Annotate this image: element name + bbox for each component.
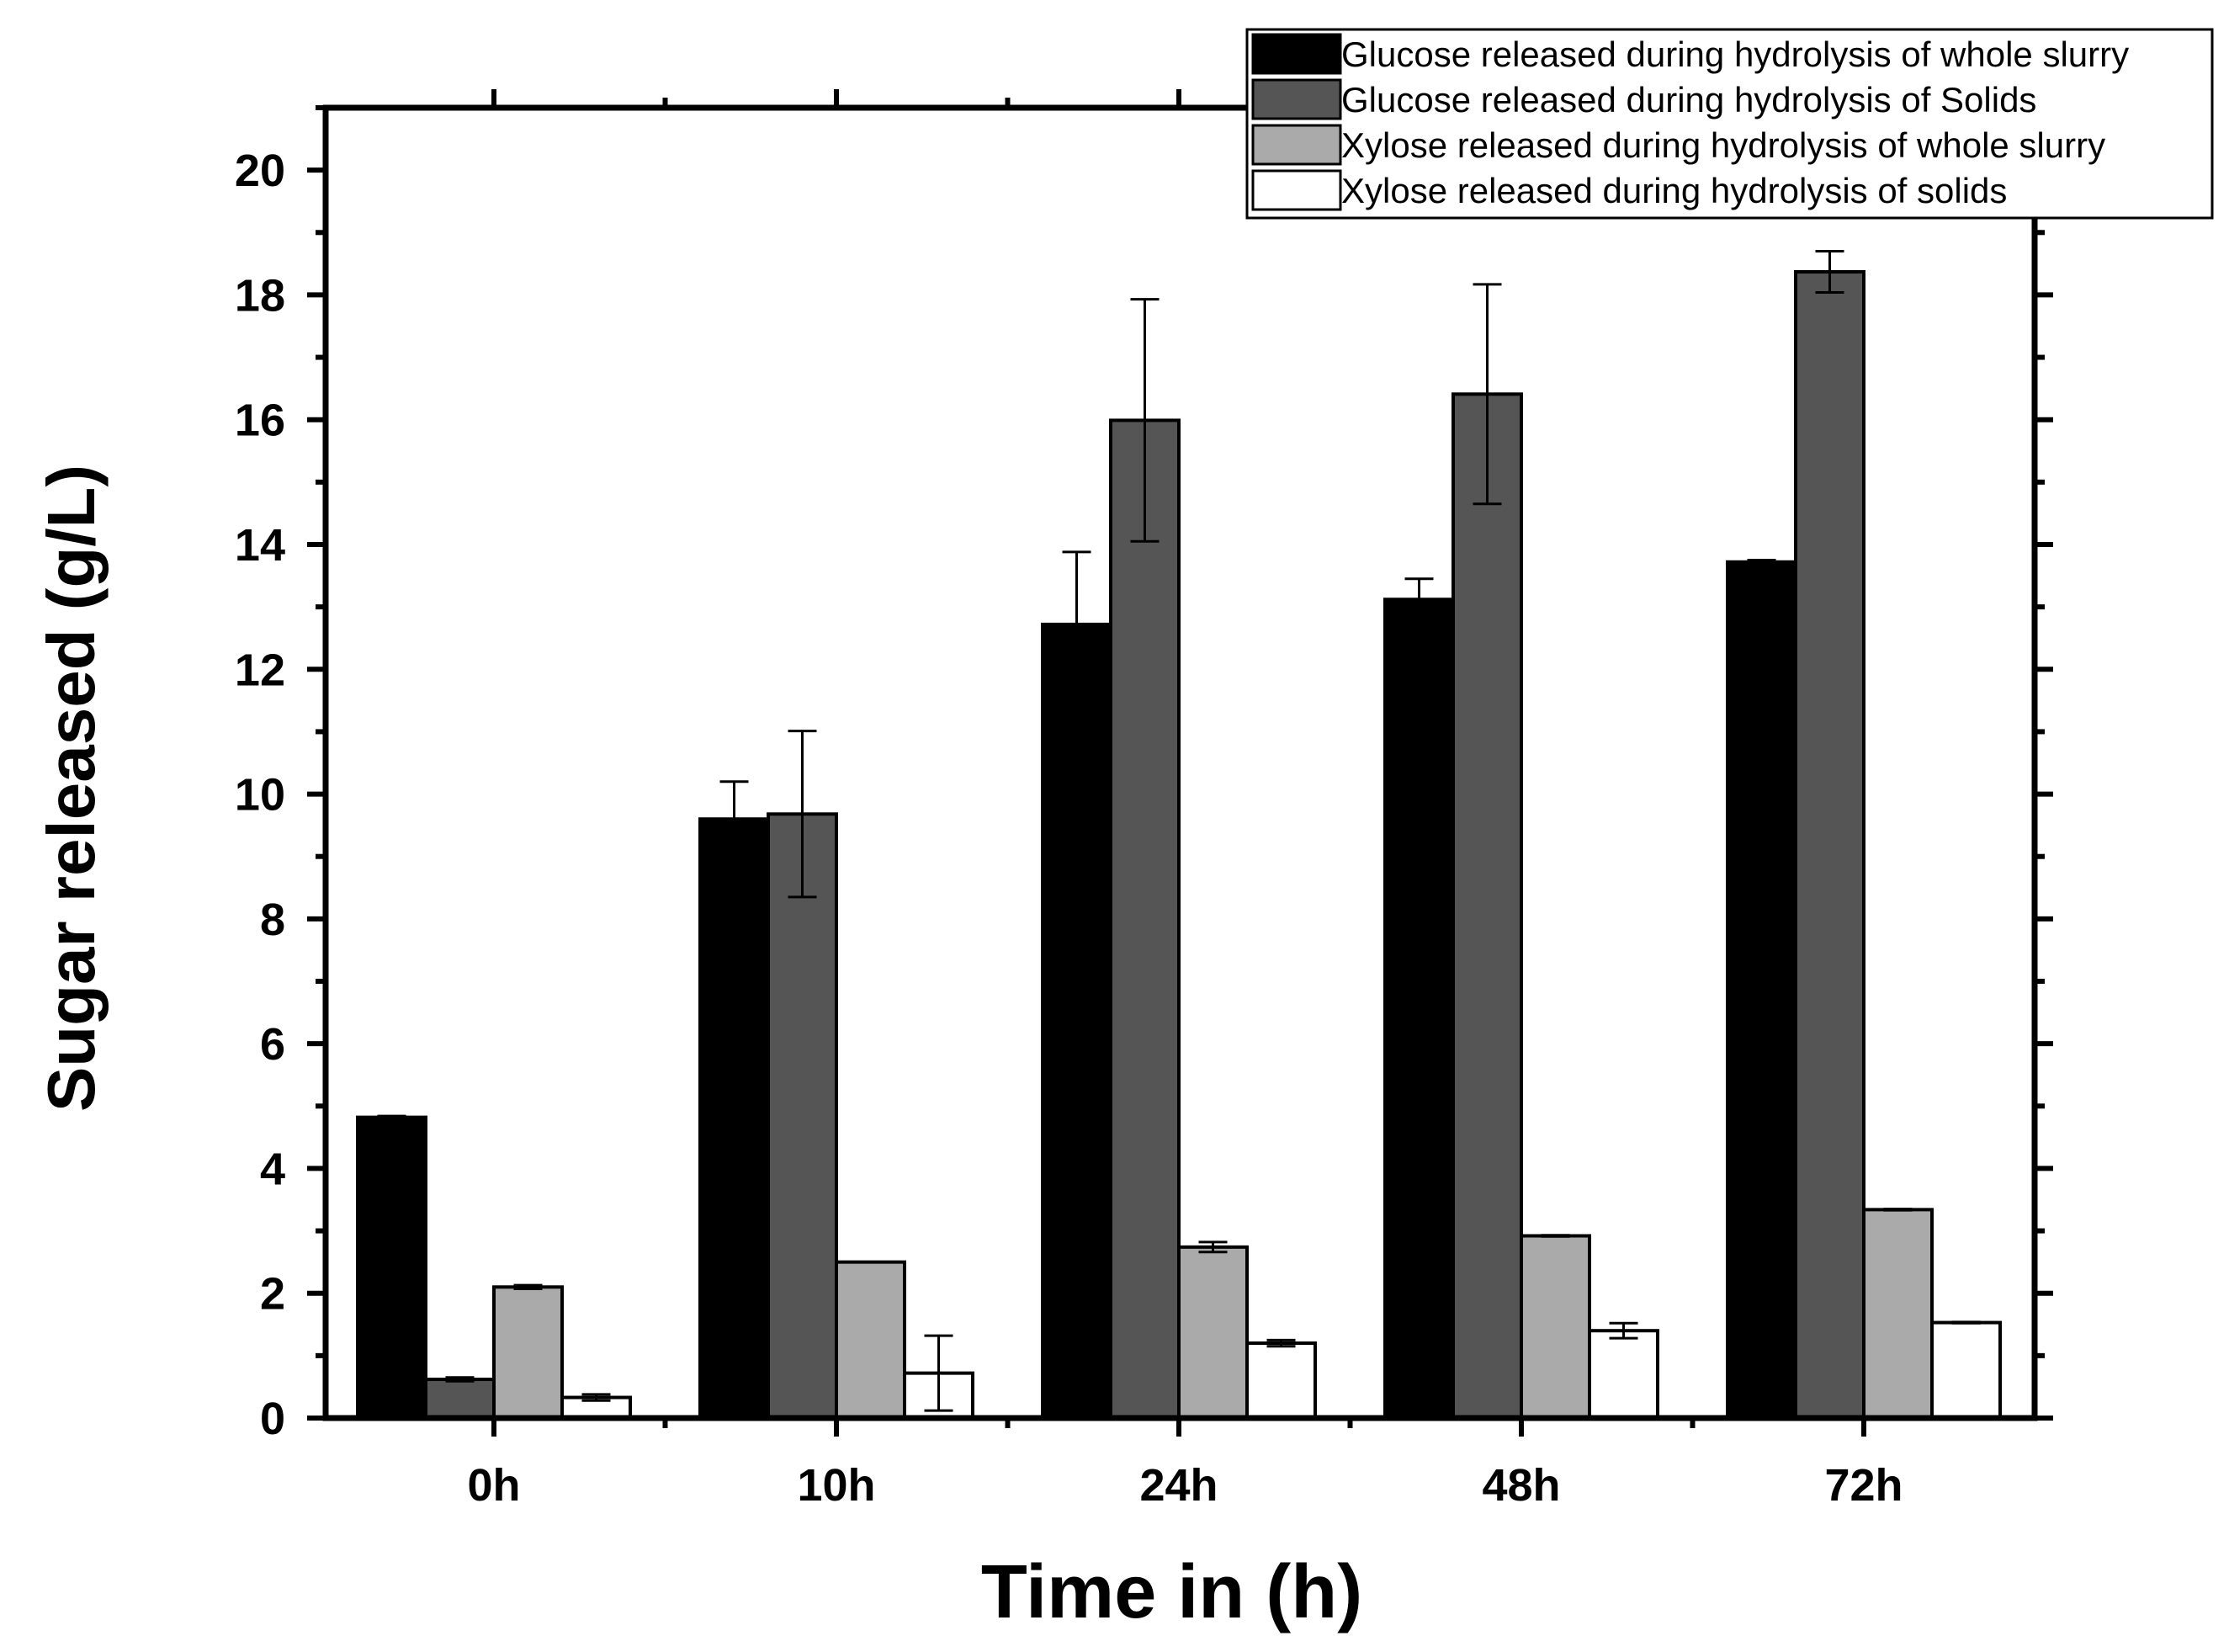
x-tick-label: 10h (797, 1460, 875, 1511)
chart-marks (356, 250, 2002, 1421)
bar (698, 817, 770, 1420)
bar (1588, 1329, 1659, 1420)
x-tick-labels: 0h 10h 24h 48h 72h (467, 1460, 1903, 1511)
legend-swatch (1251, 33, 1342, 75)
legend-swatch (1251, 124, 1342, 166)
bar (356, 1115, 427, 1421)
bar (1452, 392, 1523, 1421)
bar (1726, 560, 1797, 1420)
x-axis-title: Time in (h) (981, 1550, 1362, 1634)
legend: Glucose released during hydrolysis of wh… (1245, 28, 2214, 220)
legend-swatch (1251, 169, 1342, 211)
y-tick-label: 8 (260, 895, 285, 945)
y-tick-label: 4 (260, 1144, 285, 1194)
bar (1109, 418, 1181, 1421)
bar (1383, 598, 1455, 1420)
bar (1794, 269, 1865, 1420)
bar (424, 1378, 496, 1420)
y-tick-label: 14 (235, 520, 285, 571)
legend-label: Glucose released during hydrolysis of wh… (1341, 35, 2129, 74)
y-tick-label: 18 (235, 270, 285, 321)
bar (1520, 1234, 1591, 1420)
y-tick-label: 20 (235, 146, 285, 196)
bar (767, 812, 838, 1420)
bar (1177, 1245, 1249, 1420)
y-tick-label: 6 (260, 1019, 285, 1070)
y-tick-label: 12 (235, 645, 285, 695)
bar (1930, 1320, 2002, 1420)
bar (1245, 1341, 1317, 1420)
bar (835, 1260, 906, 1420)
legend-swatch (1251, 78, 1342, 120)
y-tick-label: 2 (260, 1269, 285, 1320)
x-tick-label: 48h (1482, 1460, 1560, 1511)
legend-box (1245, 28, 2214, 220)
axis-ticks (307, 89, 2053, 1437)
legend-label: Glucose released during hydrolysis of So… (1341, 80, 2036, 120)
legend-label: Xylose released during hydrolysis of who… (1341, 125, 2105, 165)
y-axis-title: Sugar released (g/L) (34, 465, 109, 1112)
y-tick-labels: 0 2 4 6 8 10 12 14 16 18 20 (235, 146, 285, 1444)
y-tick-label: 16 (235, 396, 285, 446)
x-tick-label: 24h (1139, 1460, 1218, 1511)
y-tick-label: 10 (235, 770, 285, 821)
bar (1041, 622, 1112, 1420)
bar (492, 1285, 564, 1421)
bar (1862, 1208, 1934, 1421)
legend-label: Xylose released during hydrolysis of sol… (1341, 171, 2007, 210)
y-tick-label: 0 (260, 1394, 285, 1444)
x-tick-label: 0h (467, 1460, 520, 1511)
x-tick-label: 72h (1824, 1460, 1903, 1511)
